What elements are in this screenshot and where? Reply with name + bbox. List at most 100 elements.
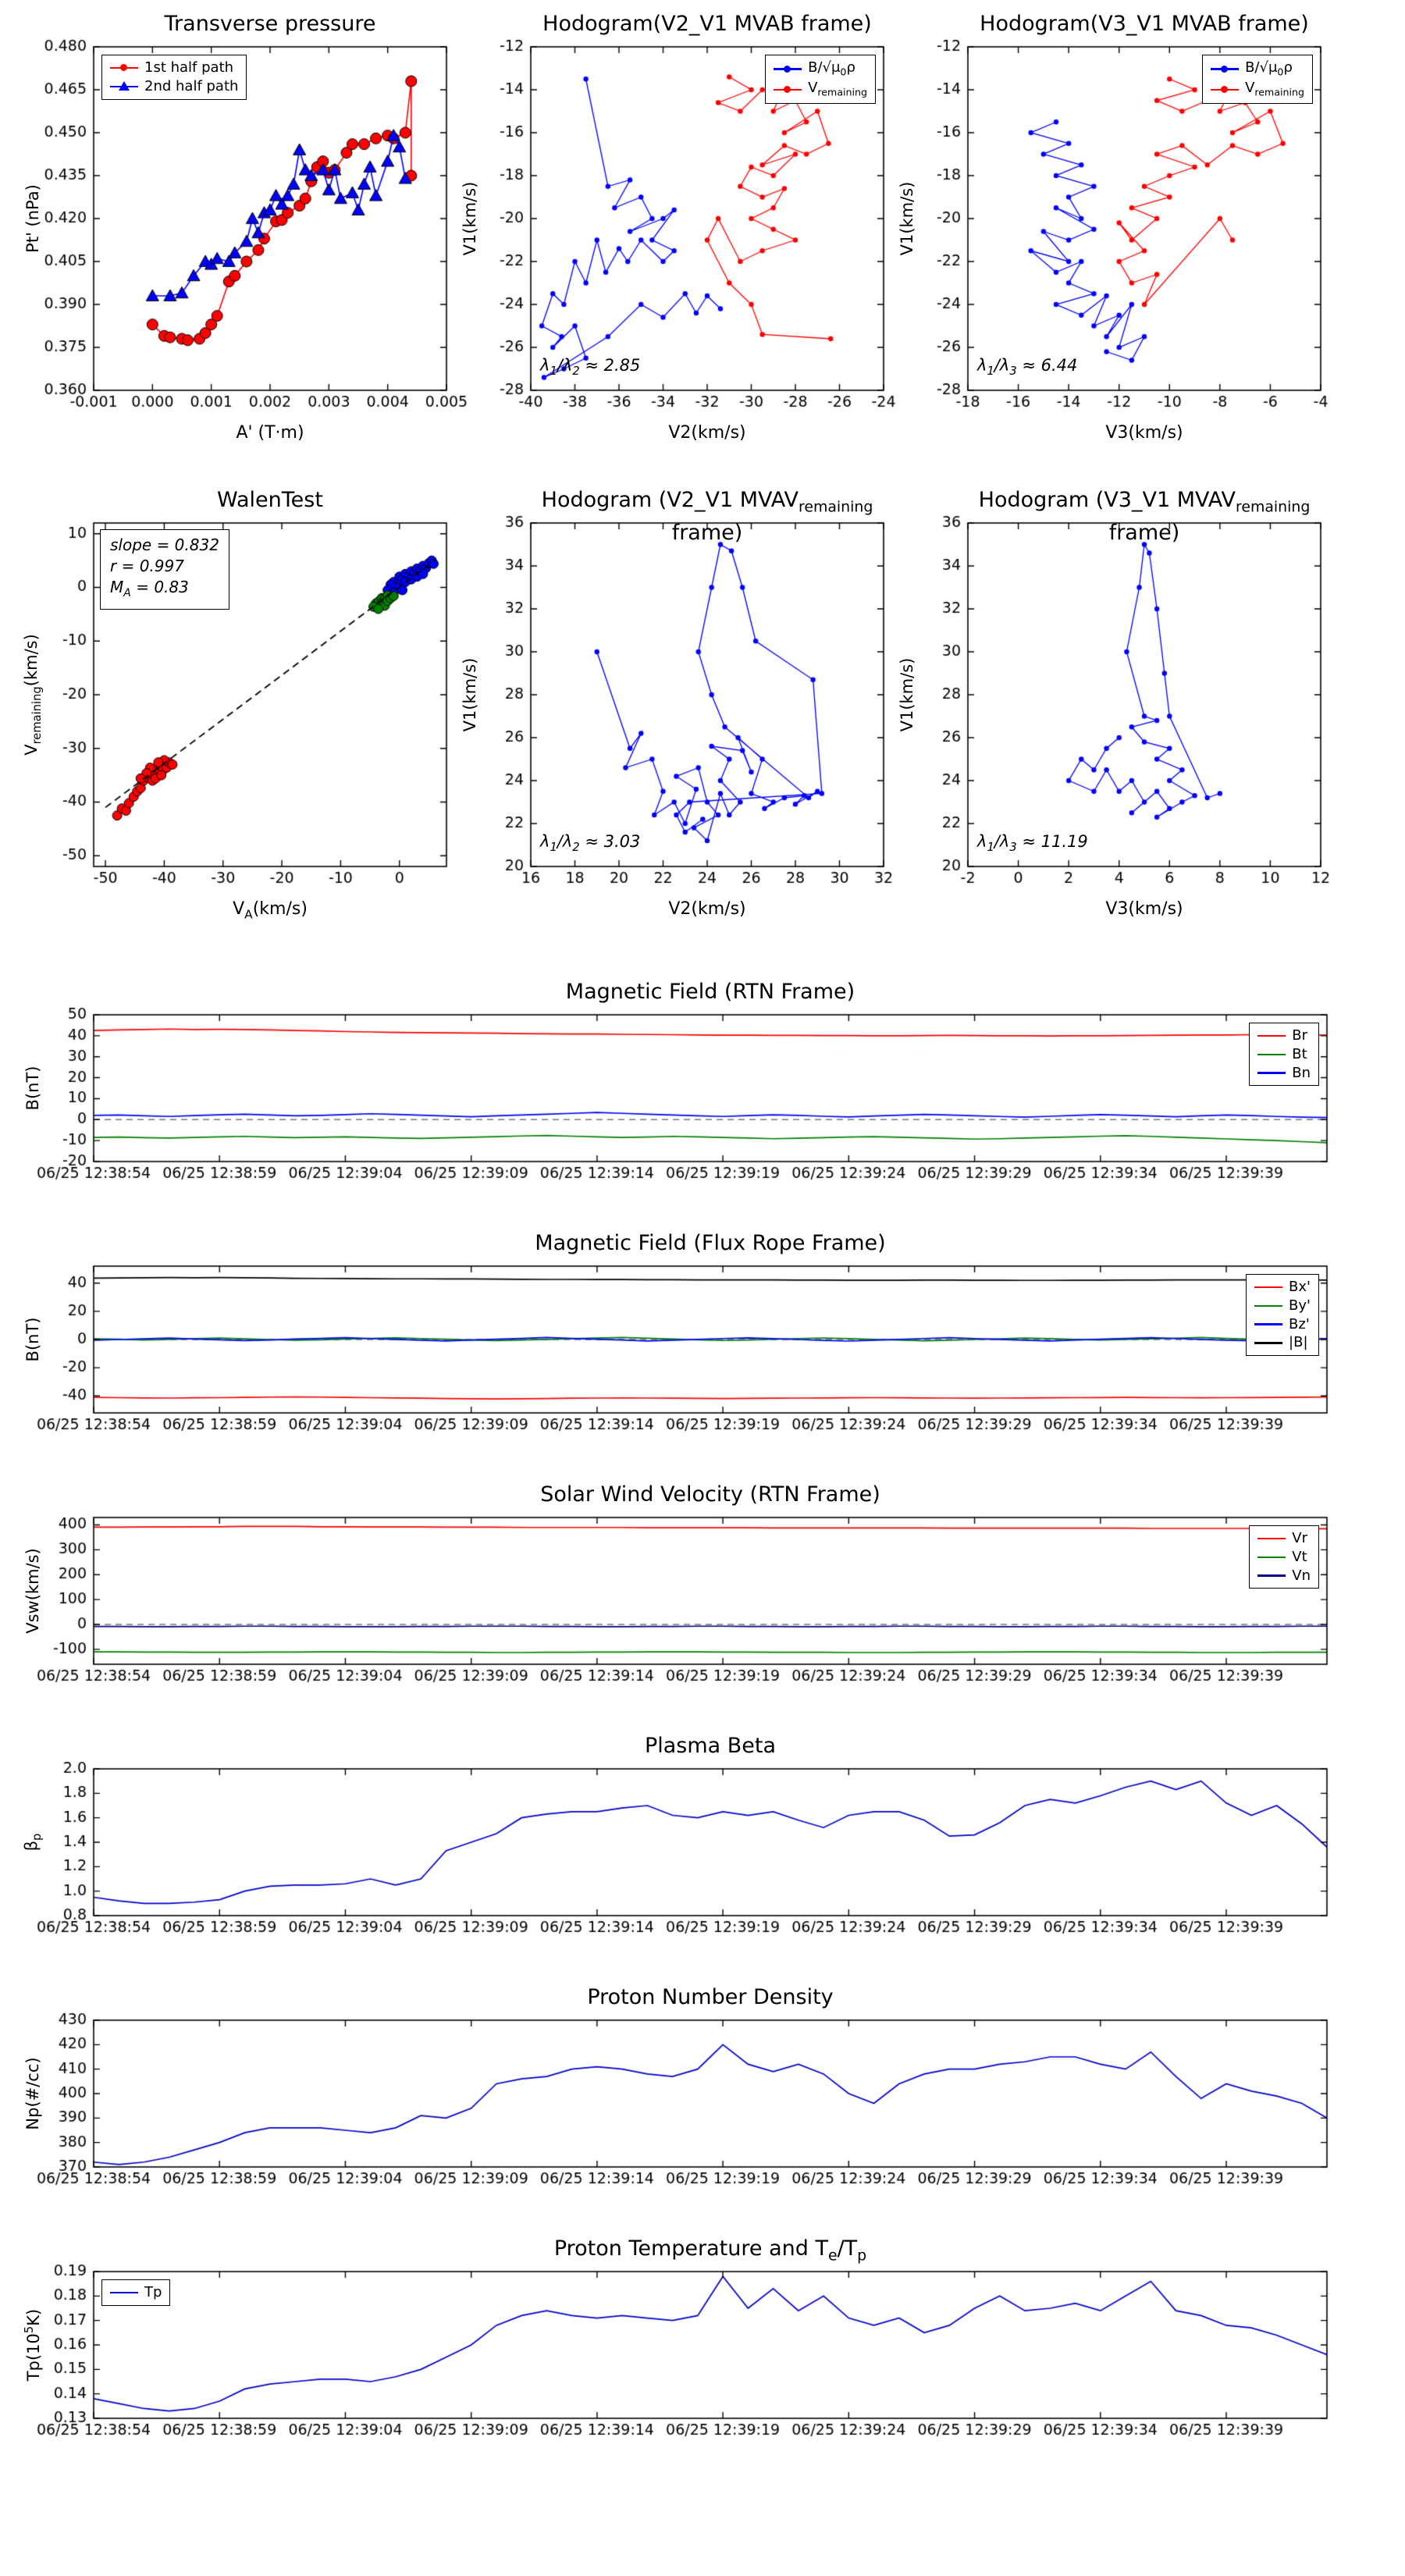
ylabel-proton-temperature: Tp(105K) bbox=[23, 2308, 43, 2382]
legend-label: Bx' bbox=[1289, 1279, 1311, 1295]
walen-correlation-value: r = 0.997 bbox=[110, 557, 184, 575]
legend-hodogram-v3v1-mvab: B/√μ0ρ Vremaining bbox=[1202, 55, 1313, 104]
ylabel-hodogram-v2v1-mvav: V1(km/s) bbox=[461, 657, 479, 732]
legend-line-swatch bbox=[1257, 1551, 1286, 1563]
legend-circle-marker-icon bbox=[1221, 86, 1229, 94]
legend-circle-marker-icon bbox=[120, 64, 127, 72]
legend-solar-wind-velocity-rtn: Vr Vt Vn bbox=[1249, 1525, 1319, 1589]
xlabel-hodogram-v2v1-mvav: V2(km/s) bbox=[668, 899, 746, 919]
chart-title-hodogram-v2v1-mvav: Hodogram (V2_V1 MVAVremaining frame) bbox=[541, 488, 873, 546]
legend-line-swatch bbox=[1257, 1570, 1286, 1582]
ylabel-hodogram-v3v1-mvab: V1(km/s) bbox=[898, 181, 916, 256]
walen-slope-value: slope = 0.832 bbox=[110, 535, 219, 554]
ylabel-solar-wind-velocity: Vsw(km/s) bbox=[23, 1548, 42, 1634]
legend-label: B/√μ0ρ bbox=[808, 59, 855, 78]
legend-line-swatch bbox=[1211, 84, 1240, 95]
legend-label: 1st half path bbox=[144, 59, 234, 76]
ylabel-magnetic-field-rtn: B(nT) bbox=[23, 1066, 42, 1111]
legend-item: By' bbox=[1254, 1297, 1311, 1314]
legend-label: |B| bbox=[1289, 1334, 1308, 1351]
legend-label: Bz' bbox=[1289, 1315, 1310, 1332]
legend-line-swatch bbox=[1254, 1281, 1283, 1293]
eigenvalue-ratio-annotation-v3v1-mvav: λ1/λ3 ≈ 11.19 bbox=[977, 832, 1088, 855]
legend-magnetic-field-flux-rope: Bx' By' Bz' |B| bbox=[1246, 1274, 1319, 1357]
legend-triangle-marker-icon bbox=[119, 81, 130, 91]
legend-line-swatch bbox=[774, 84, 802, 95]
legend-circle-marker-icon bbox=[1221, 65, 1229, 73]
legend-item: |B| bbox=[1254, 1335, 1311, 1350]
chart-title-proton-temperature: Proton Temperature and Te/Tp bbox=[553, 2236, 867, 2265]
legend-item: Bz' bbox=[1254, 1315, 1311, 1332]
legend-item: B/√μ0ρ bbox=[774, 59, 867, 78]
legend-line-swatch bbox=[1257, 1048, 1286, 1060]
ylabel-proton-number-density: Np(#/cc) bbox=[23, 2057, 42, 2130]
chart-title-hodogram-v3v1-mvav: Hodogram (V3_V1 MVAVremaining frame) bbox=[978, 488, 1311, 546]
legend-label: Vremaining bbox=[808, 80, 867, 99]
ylabel-walen-test: Vremaining(km/s) bbox=[21, 634, 44, 756]
legend-item: Vn bbox=[1257, 1567, 1311, 1584]
legend-line-swatch bbox=[1257, 1532, 1286, 1544]
eigenvalue-ratio-annotation-v2v1-mvav: λ1/λ2 ≈ 3.03 bbox=[540, 832, 641, 855]
legend-item: Bt bbox=[1257, 1045, 1311, 1062]
eigenvalue-ratio-annotation-v2v1-mvab: λ1/λ2 ≈ 2.85 bbox=[540, 356, 641, 379]
legend-label: Vt bbox=[1292, 1548, 1307, 1565]
legend-line-swatch bbox=[774, 63, 802, 75]
ylabel-magnetic-field-flux-rope: B(nT) bbox=[23, 1317, 42, 1362]
legend-label: By' bbox=[1289, 1297, 1311, 1314]
legend-label: Bn bbox=[1292, 1064, 1311, 1081]
legend-item: Bx' bbox=[1254, 1279, 1311, 1295]
legend-item: Vremaining bbox=[1211, 80, 1304, 98]
legend-magnetic-field-rtn: Br Bt Bn bbox=[1249, 1023, 1319, 1087]
xlabel-walen-test: VA(km/s) bbox=[233, 899, 308, 922]
legend-circle-marker-icon bbox=[784, 86, 791, 94]
legend-circle-marker-icon bbox=[784, 65, 791, 73]
legend-item: Vt bbox=[1257, 1548, 1311, 1565]
chart-title-magnetic-field-rtn: Magnetic Field (RTN Frame) bbox=[565, 980, 855, 1004]
legend-hodogram-v2v1-mvab: B/√μ0ρ Vremaining bbox=[765, 55, 876, 104]
chart-title-hodogram-v2v1-mvab: Hodogram(V2_V1 MVAB frame) bbox=[542, 12, 872, 36]
xlabel-hodogram-v3v1-mvab: V3(km/s) bbox=[1105, 423, 1183, 443]
legend-item: Vremaining bbox=[774, 80, 867, 98]
legend-label: Bt bbox=[1292, 1045, 1307, 1062]
walen-mach-number-value: MA = 0.83 bbox=[110, 578, 189, 600]
eigenvalue-ratio-annotation-v3v1-mvab: λ1/λ3 ≈ 6.44 bbox=[977, 356, 1078, 379]
legend-item: Vr bbox=[1257, 1531, 1311, 1546]
legend-line-swatch bbox=[1257, 1030, 1286, 1041]
legend-line-swatch bbox=[110, 80, 138, 92]
chart-title-proton-number-density: Proton Number Density bbox=[587, 1985, 834, 2009]
legend-label: B/√μ0ρ bbox=[1245, 59, 1293, 78]
legend-line-swatch bbox=[1254, 1300, 1283, 1311]
chart-title-solar-wind-velocity: Solar Wind Velocity (RTN Frame) bbox=[540, 1482, 880, 1507]
legend-item: B/√μ0ρ bbox=[1211, 59, 1304, 78]
legend-line-swatch bbox=[1254, 1337, 1283, 1349]
chart-title-walen-test: WalenTest bbox=[217, 488, 323, 512]
ylabel-transverse-pressure: Pt' (nPa) bbox=[23, 184, 42, 253]
walen-fit-stats-box: slope = 0.832 r = 0.997 MA = 0.83 bbox=[100, 529, 229, 610]
legend-item: Tp bbox=[110, 2285, 162, 2300]
legend-line-swatch bbox=[1211, 63, 1240, 75]
legend-item: Br bbox=[1257, 1028, 1311, 1044]
chart-title-hodogram-v3v1-mvab: Hodogram(V3_V1 MVAB frame) bbox=[980, 12, 1309, 36]
legend-line-swatch bbox=[1257, 1067, 1286, 1079]
legend-item: 1st half path bbox=[110, 60, 238, 76]
xlabel-hodogram-v2v1-mvab: V2(km/s) bbox=[668, 423, 746, 443]
legend-label: Vn bbox=[1292, 1567, 1311, 1584]
chart-title-plasma-beta: Plasma Beta bbox=[644, 1734, 777, 1758]
chart-title-magnetic-field-flux-rope: Magnetic Field (Flux Rope Frame) bbox=[535, 1231, 886, 1255]
chart-title-transverse-pressure: Transverse pressure bbox=[164, 12, 376, 36]
ylabel-hodogram-v2v1-mvab: V1(km/s) bbox=[461, 181, 479, 256]
xlabel-hodogram-v3v1-mvav: V3(km/s) bbox=[1105, 899, 1183, 919]
legend-proton-temperature: Tp bbox=[101, 2279, 171, 2306]
xlabel-transverse-pressure: A' (T·m) bbox=[236, 423, 304, 443]
legend-label: Br bbox=[1292, 1027, 1307, 1044]
legend-item: Bn bbox=[1257, 1064, 1311, 1081]
legend-label: Vr bbox=[1292, 1530, 1307, 1546]
legend-item: 2nd half path bbox=[110, 78, 238, 94]
legend-line-swatch bbox=[1254, 1318, 1283, 1330]
legend-label: Vremaining bbox=[1245, 80, 1304, 99]
legend-line-swatch bbox=[110, 62, 138, 73]
legend-transverse-pressure: 1st half path 2nd half path bbox=[101, 55, 247, 100]
ylabel-hodogram-v3v1-mvav: V1(km/s) bbox=[898, 657, 916, 732]
